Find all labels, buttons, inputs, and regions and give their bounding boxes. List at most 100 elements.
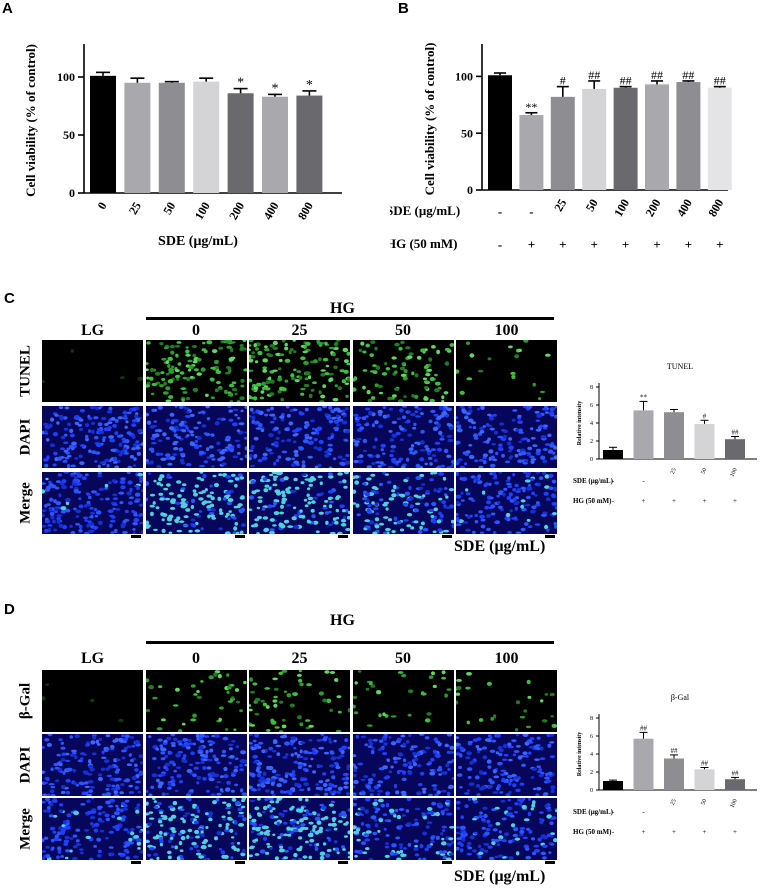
hg-value: -: [612, 828, 615, 836]
micrograph-tile: [143, 670, 247, 737]
sde-value: 100: [730, 798, 739, 809]
scale-bar: [441, 535, 452, 538]
column-header: 50: [395, 322, 411, 339]
hg-value: +: [733, 828, 737, 836]
column-header: 50: [395, 650, 411, 667]
bar: [613, 87, 638, 190]
significance-mark: #: [560, 74, 566, 88]
row-label: TUNEL: [17, 345, 34, 397]
micrograph-tile: [350, 470, 456, 539]
scale-bar: [338, 535, 348, 538]
significance-mark: **: [525, 100, 537, 114]
significance-mark: ##: [640, 724, 648, 732]
bar: [603, 781, 623, 790]
sde-value: 100: [611, 197, 632, 220]
y-tick-label: 0: [590, 788, 593, 794]
column-header: 100: [494, 322, 519, 339]
bar: [694, 769, 715, 790]
x-tick-label: 100: [192, 200, 213, 223]
hg-group-bracket: [146, 317, 554, 320]
row-label: Merge: [17, 808, 34, 850]
micrograph-tile: [40, 340, 144, 407]
bar: [90, 75, 116, 193]
y-tick-label: 50: [461, 126, 473, 140]
bar: [725, 439, 745, 459]
scale-bar: [545, 861, 555, 864]
x-tick-label: 800: [295, 200, 316, 223]
sde-value: -: [612, 477, 615, 485]
hg-value: -: [612, 497, 615, 505]
hg-row-label: HG (50 mM): [390, 236, 457, 251]
y-tick-label: 4: [590, 421, 593, 427]
bar: [227, 93, 254, 193]
x-tick-label: 50: [160, 200, 178, 217]
hg-value: +: [653, 237, 660, 252]
micrograph-tile: [142, 470, 247, 539]
micrograph-tile: [455, 470, 559, 539]
sde-value: 25: [670, 467, 678, 475]
hg-value: +: [685, 237, 692, 252]
scale-bar: [545, 535, 555, 538]
y-tick-label: 6: [590, 734, 593, 740]
hg-value: +: [703, 497, 707, 505]
sde-value: 400: [674, 197, 695, 220]
scale-bar: [338, 861, 348, 864]
significance-mark: ##: [714, 74, 726, 88]
sde-row-label: SDE (μg/mL): [573, 477, 614, 485]
micrograph-tile: [350, 796, 455, 865]
column-header: 100: [494, 650, 519, 667]
sde-value: 50: [700, 798, 708, 806]
micrograph-tile: [143, 796, 247, 865]
x-tick-label: 400: [260, 200, 281, 223]
sde-value: 800: [705, 197, 726, 220]
significance-mark: ##: [671, 747, 679, 755]
panel-c-micrograph-grid: HG LG 0 25 50 100 TUNEL DAPI Merge SDE (μg/mL): [0, 300, 560, 562]
hg-value: -: [498, 237, 502, 252]
panel-d-bgal-chart: β-Gal 0 2 4 6 8 Relative intensity ## ## ## ## SDE …: [573, 693, 757, 836]
hg-group-label: HG: [330, 612, 355, 629]
micrograph-tile: [453, 732, 557, 801]
y-tick-label: 2: [590, 439, 593, 445]
hg-value: +: [672, 497, 676, 505]
significance-mark: ##: [682, 68, 694, 82]
bar: [488, 75, 512, 190]
sde-value: -: [642, 477, 645, 485]
micrograph-tile: [39, 796, 145, 865]
sde-row-label: SDE (μg/mL): [390, 203, 460, 218]
bar: [633, 410, 654, 459]
scale-bar: [234, 535, 245, 538]
bar: [707, 87, 732, 190]
sde-value: 25: [551, 197, 569, 214]
panel-a-chart: 0 50 100 Cell viability (% of control) * * * 0 2…: [23, 44, 342, 249]
micrograph-tile: [454, 670, 558, 737]
x-tick-label: 200: [226, 200, 247, 223]
bar: [676, 82, 701, 190]
y-tick-label: 50: [63, 128, 75, 142]
significance-mark: ##: [588, 68, 600, 82]
micrograph-tile: [247, 404, 351, 473]
micrograph-tile: [351, 670, 454, 737]
y-tick-label: 4: [590, 752, 593, 758]
hg-row-label: HG (50 mM): [573, 828, 612, 836]
y-axis-label: Relative intensity: [577, 401, 583, 446]
sde-value: 50: [700, 467, 708, 475]
bar: [725, 779, 745, 790]
sde-value: 200: [642, 197, 663, 220]
column-header: LG: [80, 322, 105, 339]
panel-d-letter: D: [4, 601, 15, 618]
bar: [124, 82, 151, 193]
micrograph-tile: [454, 796, 559, 865]
panel-a-letter: A: [2, 0, 13, 17]
hg-value: +: [733, 497, 737, 505]
sde-value: -: [529, 204, 533, 219]
scale-bar: [234, 861, 245, 864]
scale-bar: [131, 535, 141, 538]
hg-value: +: [716, 237, 723, 252]
hg-value: +: [559, 237, 566, 252]
panel-c-letter: C: [4, 290, 15, 307]
panel-d-micrograph-grid: HG LG 0 25 50 100 β-Gal DAPI Merge SDE (μg/mL): [0, 612, 560, 890]
column-header: 25: [291, 650, 308, 667]
sde-value: -: [498, 204, 502, 219]
micrograph-tile: [350, 340, 455, 407]
